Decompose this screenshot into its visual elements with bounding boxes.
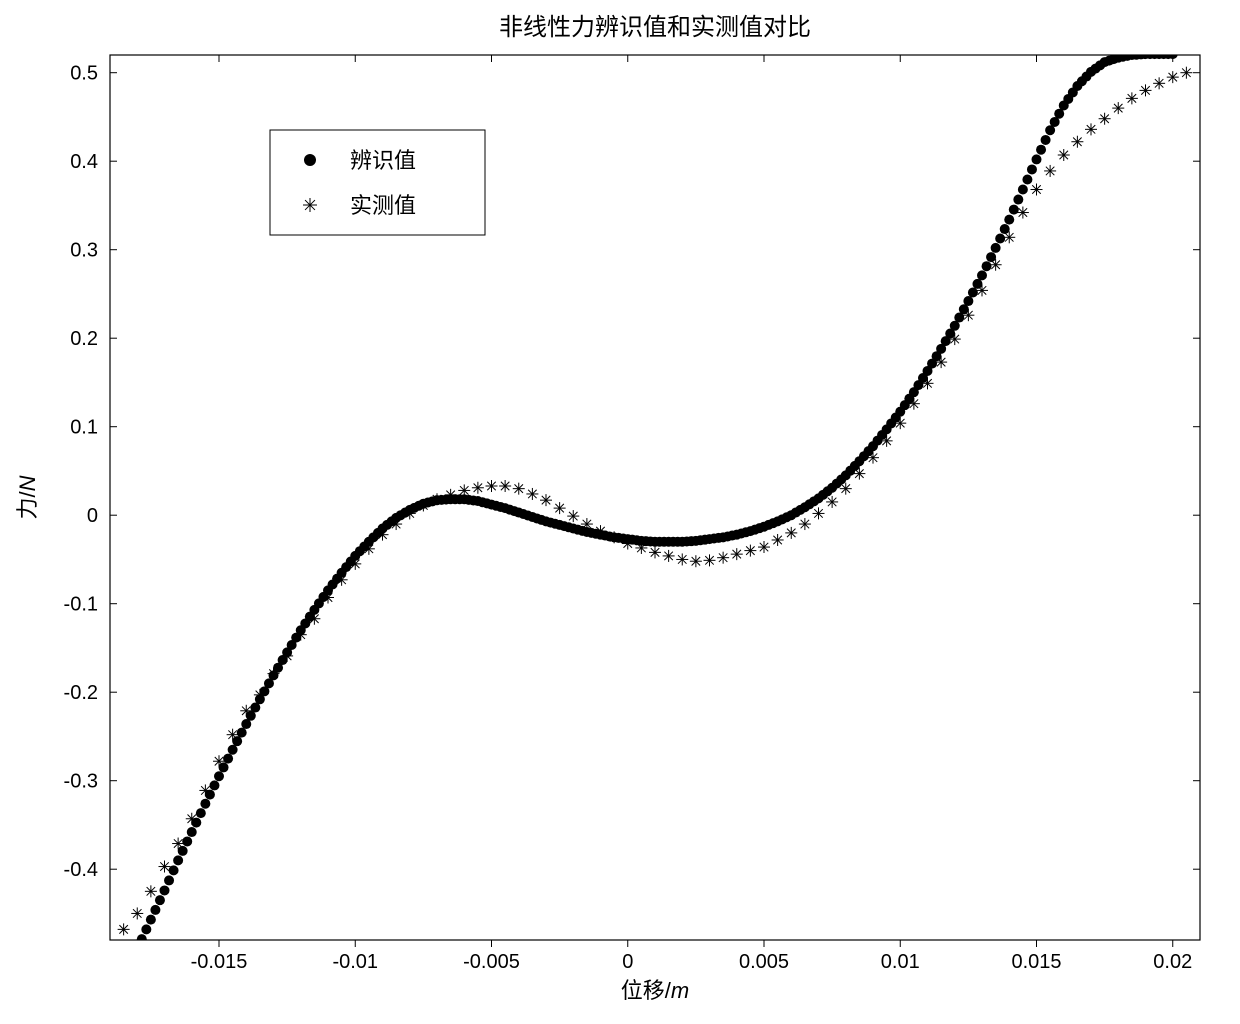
svg-text:-0.2: -0.2 — [64, 682, 98, 704]
svg-text:-0.015: -0.015 — [191, 951, 248, 973]
svg-text:0: 0 — [622, 951, 633, 973]
chart-container: -0.015 -0.01 -0.005 0 0.005 0.01 0.015 0.02 -0.4… — [0, 0, 1240, 1024]
legend: 辨识值实测值 — [270, 130, 485, 235]
svg-text:0.02: 0.02 — [1153, 951, 1192, 973]
chart-title: 非线性力辨识值和实测值对比 — [499, 14, 811, 41]
svg-text:-0.4: -0.4 — [64, 859, 98, 881]
svg-text:-0.005: -0.005 — [463, 951, 520, 973]
svg-text:0.1: 0.1 — [70, 417, 98, 439]
svg-text:0.005: 0.005 — [739, 951, 789, 973]
chart-svg: -0.015 -0.01 -0.005 0 0.005 0.01 0.015 0.02 -0.4… — [0, 0, 1240, 1024]
svg-text:0.01: 0.01 — [881, 951, 920, 973]
svg-text:0: 0 — [87, 505, 98, 527]
svg-text:-0.1: -0.1 — [64, 594, 98, 616]
legend-label-1: 实测值 — [350, 193, 416, 218]
legend-label-0: 辨识值 — [350, 148, 416, 173]
x-axis-label: 位移/m — [621, 978, 689, 1003]
svg-text:0.3: 0.3 — [70, 240, 98, 262]
svg-text:0.5: 0.5 — [70, 63, 98, 85]
svg-text:0.4: 0.4 — [70, 151, 98, 173]
svg-text:0.015: 0.015 — [1011, 951, 1061, 973]
y-axis-label: 力/N — [15, 475, 40, 519]
svg-text:0.2: 0.2 — [70, 328, 98, 350]
svg-text:-0.01: -0.01 — [332, 951, 378, 973]
svg-text:-0.3: -0.3 — [64, 771, 98, 793]
